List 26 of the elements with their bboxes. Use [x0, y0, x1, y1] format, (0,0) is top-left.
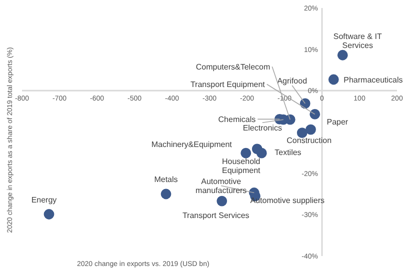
- point: [160, 188, 172, 200]
- data-label: Metals: [154, 175, 178, 184]
- point: [306, 124, 316, 135]
- data-label: Transport Services: [182, 211, 250, 220]
- data-label: Energy: [31, 195, 57, 204]
- data-label: Transport Equipment: [190, 80, 266, 90]
- data-label: Software & IT Services: [333, 32, 382, 50]
- point: [337, 50, 348, 60]
- data-label: Electronics: [242, 124, 282, 133]
- data-label: Computers&Telecom: [196, 62, 270, 72]
- point: [328, 74, 339, 85]
- point: [216, 196, 228, 206]
- point: [240, 148, 252, 158]
- data-label: Agrifood: [277, 76, 308, 86]
- point: [44, 209, 54, 220]
- data-label: Household Equipment: [222, 156, 262, 175]
- point: [310, 109, 320, 120]
- data-label: Paper: [326, 118, 348, 127]
- data-label: Construction: [286, 136, 332, 145]
- data-label: Textiles: [274, 148, 302, 158]
- point: [256, 148, 267, 158]
- data-label: Pharmaceuticals: [344, 76, 403, 85]
- data-label: Automotive suppliers: [250, 196, 325, 206]
- data-label: Automotive manufacturers: [196, 176, 247, 195]
- data-label: Machinery&Equipment: [151, 140, 233, 150]
- data-label: Chemicals: [218, 115, 256, 124]
